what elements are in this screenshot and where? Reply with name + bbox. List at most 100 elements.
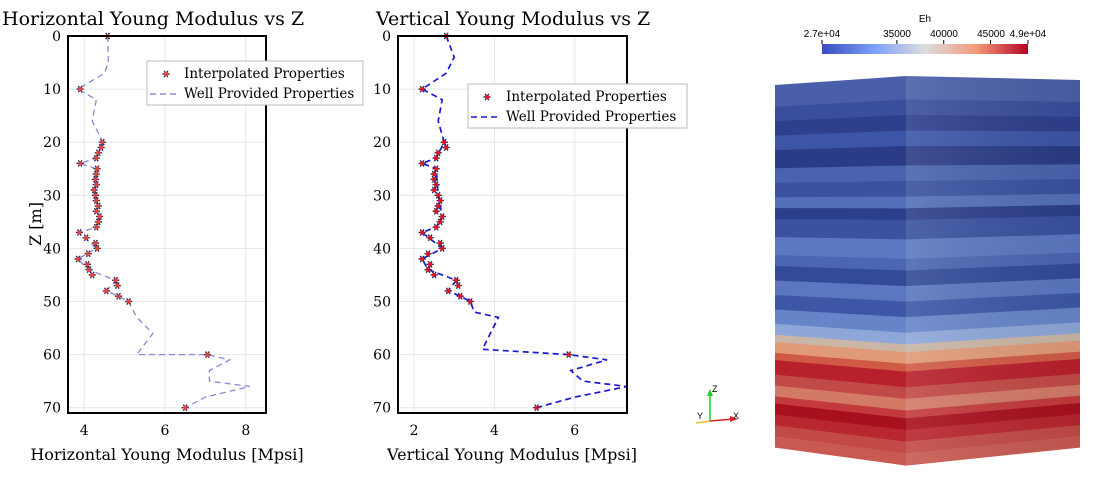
y-tick-label: 60	[373, 348, 391, 364]
colorbar-title: Eh	[919, 14, 931, 25]
legend-box	[146, 60, 364, 106]
data-point-interpolated	[95, 213, 104, 221]
colorbar-label-40000: 40000	[930, 29, 958, 40]
horizontal-modulus-chart: Horizontal Young Modulus vs Z 4 6 8 0 10 20 30…	[2, 8, 364, 464]
data-point-interpolated	[436, 239, 444, 247]
data-point-interpolated	[92, 181, 100, 189]
series-well-provided-line	[76, 35, 250, 409]
colorbar-gradient	[822, 44, 1028, 54]
legend-label-well: Well Provided Properties	[184, 86, 354, 102]
block-layer-left	[775, 323, 906, 346]
data-point-interpolated	[75, 228, 83, 236]
data-point-interpolated	[83, 260, 91, 268]
block-layer-left	[775, 396, 906, 419]
data-point-interpolated	[84, 250, 92, 258]
block-layer-left	[775, 114, 906, 137]
data-point-interpolated	[91, 191, 100, 199]
data-point-interpolated	[434, 149, 442, 157]
x-tick-label: 4	[80, 423, 89, 439]
y-tick-label: 20	[43, 135, 61, 151]
data-point-interpolated	[92, 170, 100, 178]
data-point-interpolated	[82, 234, 90, 242]
block-layer-left	[775, 196, 906, 209]
block-layer-left	[775, 146, 906, 169]
data-point-interpolated	[466, 298, 474, 305]
z-axis-arrow	[707, 389, 713, 396]
tick-labels: 4 6 8 0 10 20 30 40 50 60 70	[43, 29, 250, 439]
x-tick-label: 2	[410, 423, 419, 439]
x-tick-label: 6	[570, 423, 579, 439]
y-tick-label: 40	[43, 241, 61, 257]
y-tick-label: 10	[373, 82, 391, 98]
data-point-interpolated	[418, 85, 426, 93]
block-layer-left	[775, 218, 906, 240]
data-point-interpolated	[438, 244, 446, 252]
data-point-interpolated	[93, 165, 101, 173]
data-point-interpolated	[444, 287, 452, 295]
x-axis-label-3d: X	[733, 411, 739, 421]
y-tick-label: 30	[43, 188, 61, 204]
colorbar-ticks	[821, 40, 1029, 44]
chart-title: Horizontal Young Modulus vs Z	[2, 8, 304, 30]
block-layer-left	[775, 403, 906, 431]
data-point-interpolated	[94, 218, 102, 226]
block-layer-left	[775, 374, 906, 400]
data-point-interpolated	[418, 255, 426, 263]
data-point-interpolated	[430, 271, 438, 279]
data-point-interpolated	[424, 266, 432, 274]
data-point-interpolated	[125, 298, 133, 305]
data-point-interpolated	[430, 186, 438, 194]
colorbar-label-45000: 45000	[977, 29, 1005, 40]
y-tick-label: 50	[373, 294, 391, 310]
data-point-interpolated	[436, 218, 444, 226]
series-well-provided-line	[419, 35, 628, 409]
legend-marker-star	[483, 93, 491, 101]
block-layer-left	[775, 360, 906, 388]
x-axis-line	[709, 418, 734, 422]
data-point-interpolated	[91, 175, 100, 183]
data-point-interpolated	[432, 207, 440, 215]
block-layer-left	[775, 266, 906, 287]
x-axis-arrow	[730, 416, 738, 422]
data-point-interpolated	[76, 159, 84, 167]
data-point-interpolated	[436, 197, 444, 205]
data-point-interpolated	[454, 282, 462, 290]
data-point-interpolated	[434, 202, 442, 210]
legend-label-interpolated: Interpolated Properties	[506, 89, 667, 105]
block-layer-left	[775, 414, 906, 443]
data-point-interpolated	[430, 175, 438, 183]
modulus-3d-block	[775, 76, 1080, 466]
y-tick-label: 70	[43, 401, 61, 417]
legend-marker-interpolated	[162, 70, 170, 78]
data-point-interpolated	[418, 159, 426, 167]
data-point-interpolated	[90, 186, 98, 194]
data-point-interpolated	[102, 287, 110, 295]
block-layer-left	[775, 208, 906, 221]
y-tick-label: 0	[52, 29, 61, 45]
block-face-shading	[906, 76, 1080, 465]
block-layer-left	[775, 294, 906, 318]
data-point-interpolated	[92, 207, 100, 215]
block-layer-left	[775, 165, 906, 184]
y-tick-label: 60	[43, 348, 61, 364]
block-layer-left	[775, 385, 906, 412]
data-point-interpolated	[74, 255, 82, 263]
x-tick-label: 4	[490, 423, 499, 439]
data-point-interpolated	[440, 138, 448, 146]
legend-marker-interpolated	[483, 93, 491, 101]
plot-frame	[67, 35, 267, 414]
data-point-interpolated	[426, 260, 434, 268]
colorbar: Eh 2.7e+04 35000 40000 45000 4.9e+04	[804, 14, 1047, 54]
legend-marker-star	[162, 70, 170, 78]
data-point-interpolated	[91, 239, 100, 247]
block-layer-left	[775, 130, 906, 151]
chart-title: Vertical Young Modulus vs Z	[375, 8, 650, 30]
block-layer-left	[775, 342, 906, 365]
legend: Interpolated Properties Well Provided Pr…	[467, 83, 688, 129]
x-tick-label: 6	[161, 423, 170, 439]
block-layer-left	[775, 425, 906, 454]
data-point-interpolated	[424, 250, 432, 258]
plot-frame	[397, 35, 628, 414]
x-axis-label: Vertical Young Modulus [Mpsi]	[386, 445, 637, 464]
